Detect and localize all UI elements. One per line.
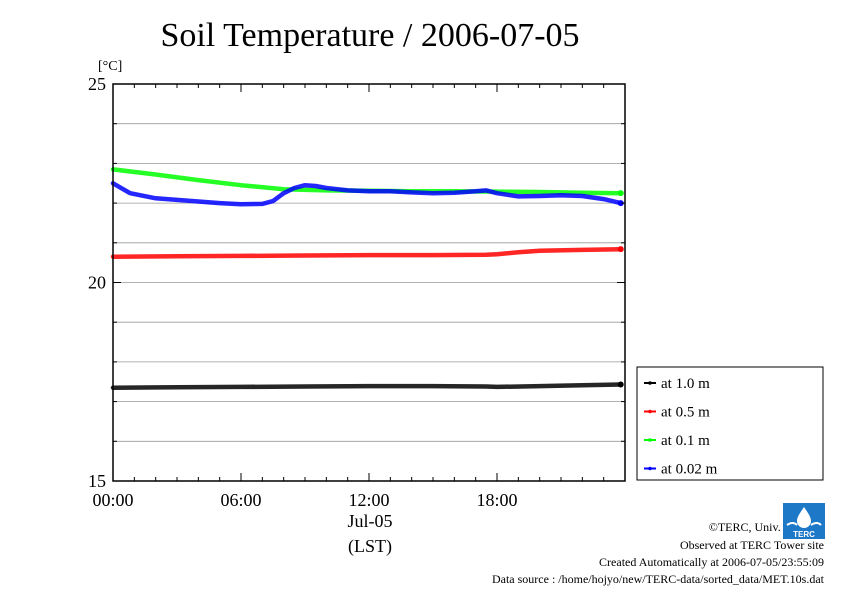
grid (113, 123, 625, 442)
x-tick-label: 18:00 (476, 490, 517, 510)
legend-marker (648, 466, 652, 471)
y-ticks: 15 20 25 (88, 74, 625, 491)
series-end-point (617, 190, 624, 197)
series-line-3 (110, 181, 623, 207)
series-end-point (617, 200, 624, 207)
legend-marker (648, 409, 652, 414)
data-source-text: Data source : /home/hojyo/new/TERC-data/… (491, 572, 824, 586)
series-line-1 (110, 246, 623, 259)
series-layer (110, 167, 624, 390)
legend-marker (648, 438, 652, 442)
legend-box (636, 366, 824, 481)
legend-label: at 0.1 m (661, 433, 710, 449)
y-axis-unit: [°C] (98, 59, 122, 74)
legend-label: at 0.5 m (661, 405, 710, 421)
svg-text:TERC: TERC (793, 530, 815, 539)
y-tick-label: 20 (88, 273, 106, 293)
x-ticks: 00:00 06:00 12:00 18:00 (92, 84, 626, 510)
created-text: Created Automatically at 2006-07-05/23:5… (599, 555, 824, 569)
date-label: Jul-05 (348, 511, 393, 531)
series-end-point (617, 381, 624, 388)
x-tick-label: 06:00 (220, 490, 261, 510)
legend: at 1.0 m at 0.5 m at 0.1 m at 0.02 m (636, 366, 824, 481)
series-end-point (617, 246, 624, 253)
x-tick-label: 00:00 (92, 490, 133, 510)
terc-logo-icon: TERC (783, 503, 825, 539)
x-tick-label: 12:00 (348, 490, 389, 510)
x-axis-label: (LST) (348, 536, 392, 557)
observed-text: Observed at TERC Tower site (679, 538, 824, 552)
legend-label: at 1.0 m (661, 376, 710, 392)
y-tick-label: 25 (88, 74, 106, 94)
legend-label: at 0.02 m (661, 462, 718, 478)
series-line-0 (110, 382, 623, 390)
chart-title: Soil Temperature / 2006-07-05 (160, 17, 579, 54)
y-tick-label: 15 (88, 471, 106, 491)
legend-marker (648, 381, 652, 385)
